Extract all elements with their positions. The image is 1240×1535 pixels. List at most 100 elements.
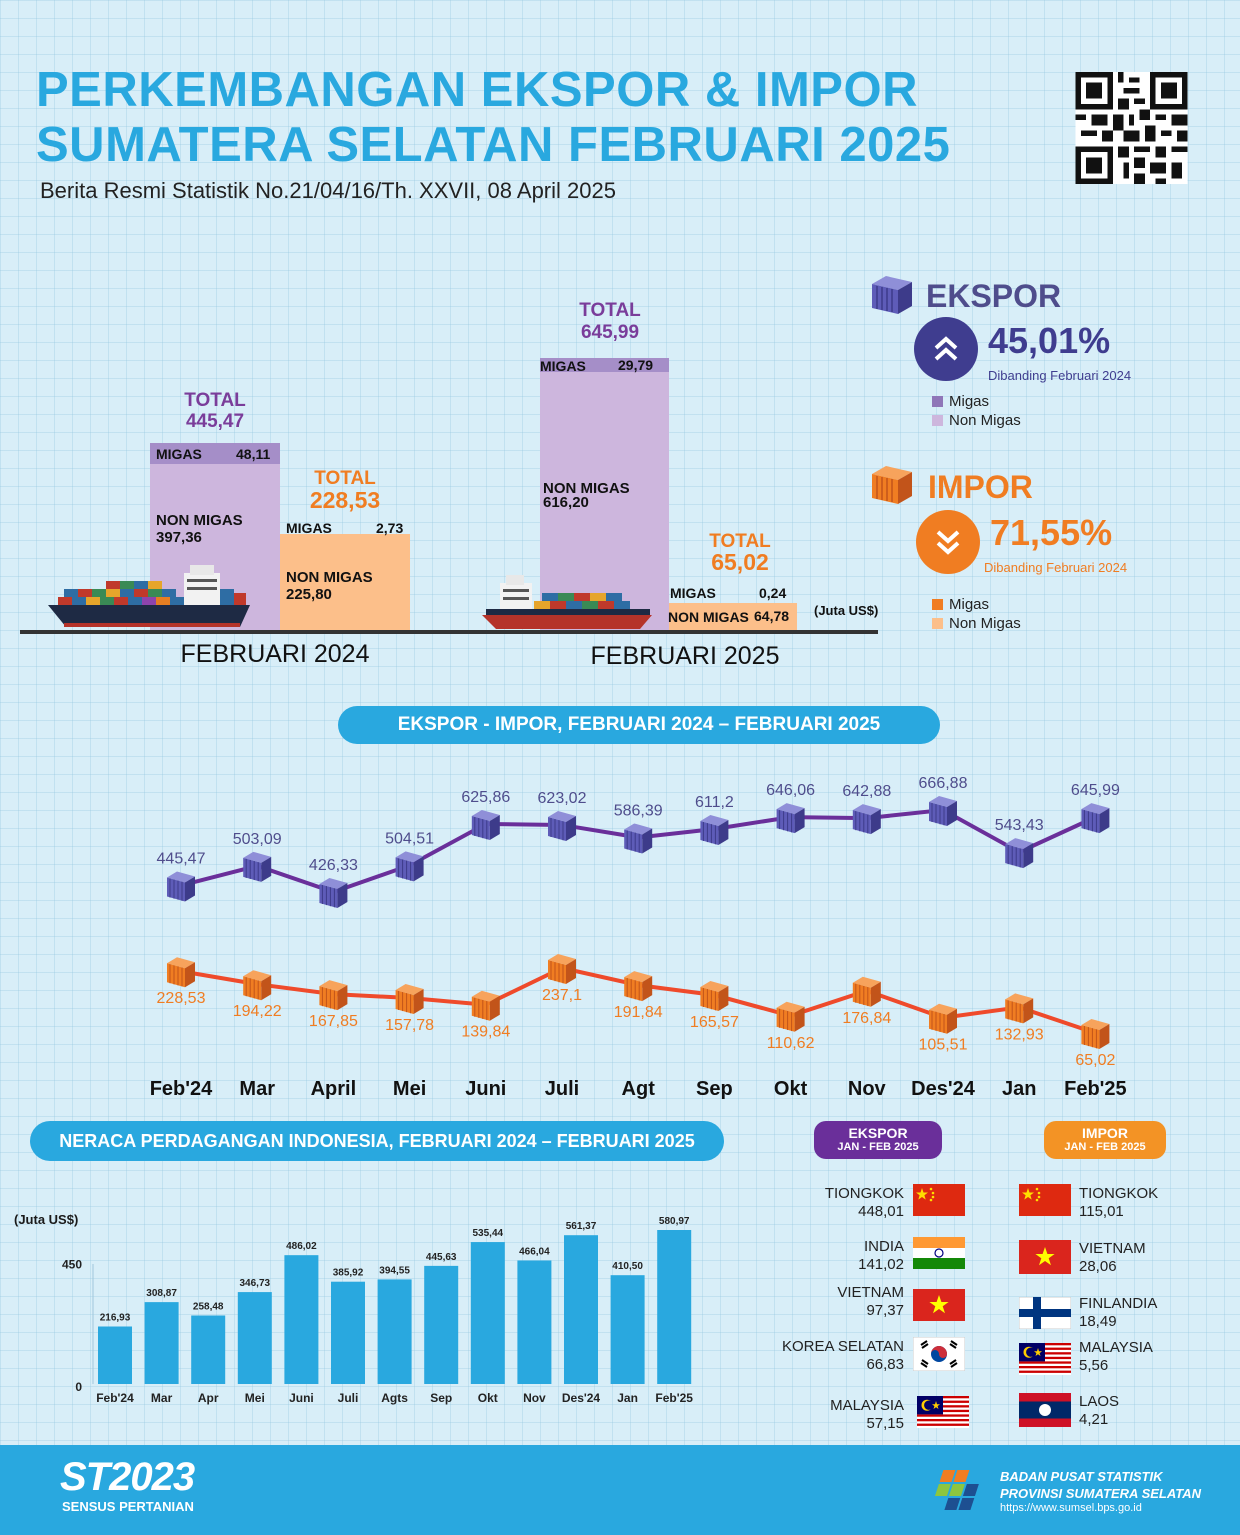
impor-2024-nonmigas-label: NON MIGAS — [286, 569, 373, 586]
trend-line-chart: 445,47 503,09 426,33 504,51 625,86 623,02 586,… — [150, 775, 1127, 1100]
arrow-up-icon — [914, 317, 978, 381]
impor-2024-migas-value: 2,73 — [376, 520, 404, 536]
legend-impor-migas: Migas — [932, 596, 989, 613]
neraca-data-label: 580,97 — [659, 1216, 690, 1227]
ekspor-2025-migas-bar — [540, 358, 669, 372]
ekspor-data-label: 625,86 — [461, 789, 510, 806]
impor-2025-nonmigas-label: NON MIGAS — [668, 609, 749, 625]
ekspor-change-value: 45,01% — [988, 320, 1111, 361]
x-tick-label: Mei — [393, 1078, 426, 1100]
ekspor-point — [1081, 803, 1110, 834]
impor-2025-migas-label: MIGAS — [670, 585, 716, 601]
impor-2024-migas-label: MIGAS — [286, 520, 332, 536]
neraca-data-label: 445,63 — [426, 1252, 457, 1263]
impor-2025-bar — [669, 603, 797, 630]
impor-data-label: 105,51 — [919, 1037, 968, 1054]
ekspor-2024-migas-value: 48,11 — [236, 446, 271, 462]
laos-flag-icon — [1019, 1393, 1071, 1427]
impor-point — [929, 1003, 957, 1034]
neraca-data-label: 346,73 — [240, 1278, 271, 1289]
impor-point — [471, 990, 500, 1021]
ekspor-2024-total-label: TOTAL — [184, 390, 246, 411]
impor-point — [776, 1001, 805, 1032]
impor-point — [167, 957, 195, 988]
ekspor-point — [624, 823, 653, 854]
impor-data-label: 65,02 — [1075, 1052, 1115, 1069]
ekspor-legend-title: EKSPOR — [926, 278, 1062, 314]
x-tick-label: Feb'24 — [96, 1391, 134, 1405]
finland-flag-icon — [1019, 1297, 1071, 1329]
bps-website-link[interactable]: https://www.sumsel.bps.go.id — [1000, 1502, 1142, 1514]
ekspor-point — [243, 851, 272, 882]
vietnam-flag-icon — [913, 1289, 965, 1321]
ekspor-data-label: 645,99 — [1071, 782, 1120, 799]
ekspor-2025-nonmigas-label: NON MIGAS — [543, 480, 630, 497]
impor-point — [700, 981, 729, 1012]
ekspor-partner-tag: EKSPOR JAN - FEB 2025 — [814, 1121, 942, 1159]
neraca-bar — [144, 1302, 179, 1384]
x-tick-label: Jan — [1002, 1078, 1036, 1100]
ekspor-point — [929, 796, 957, 826]
impor-point — [548, 954, 576, 984]
neraca-unit-label: (Juta US$) — [14, 1212, 79, 1227]
x-tick-label: Feb'25 — [655, 1391, 693, 1405]
x-tick-label: Sep — [696, 1078, 733, 1100]
bps-logo-icon — [934, 1470, 979, 1510]
x-tick-label: Nov — [523, 1391, 546, 1405]
bps-org-line2: PROVINSI SUMATERA SELATAN — [1000, 1486, 1202, 1501]
impor-point — [243, 970, 272, 1001]
x-tick-label: Juni — [289, 1391, 314, 1405]
neraca-bar — [98, 1326, 132, 1384]
ekspor-2024-total-value: 445,47 — [185, 411, 245, 432]
ekspor-point — [395, 851, 424, 882]
impor-2024-total-label: TOTAL — [314, 468, 376, 489]
ekspor-point — [1005, 838, 1034, 869]
impor-data-label: 165,57 — [690, 1014, 739, 1031]
impor-data-label: 157,78 — [385, 1017, 434, 1034]
impor-point — [1005, 993, 1034, 1024]
ekspor-change-note: Dibanding Februari 2024 — [988, 368, 1132, 383]
impor-2024-bar — [280, 534, 410, 630]
malaysia-flag-icon — [917, 1396, 969, 1428]
ekspor-data-label: 503,09 — [233, 831, 282, 848]
neraca-data-label: 466,04 — [519, 1246, 550, 1257]
neraca-chart-title: NERACA PERDAGANGAN INDONESIA, FEBRUARI 2… — [30, 1121, 724, 1161]
ground-line — [20, 630, 878, 634]
ekspor-2025-migas-label: MIGAS — [540, 358, 586, 374]
st2023-logo: ST2023 — [60, 1455, 195, 1499]
vietnam-flag-icon — [1019, 1240, 1071, 1274]
x-tick-label: Feb'25 — [1064, 1078, 1127, 1100]
period-label-2024: FEBRUARI 2024 — [180, 640, 370, 668]
ekspor-2025-migas-value: 29,79 — [618, 357, 654, 373]
qr-code-icon[interactable] — [1073, 72, 1190, 184]
ekspor-point — [167, 871, 195, 902]
ekspor-partner-item: INDIA 141,02 — [858, 1238, 904, 1273]
impor-partner-item: LAOS 4,21 — [1079, 1393, 1120, 1428]
impor-data-label: 228,53 — [157, 990, 206, 1007]
ekspor-2025-total-label: TOTAL — [579, 300, 641, 321]
period-label-2025: FEBRUARI 2025 — [590, 642, 780, 670]
st2023-logo-sub: SENSUS PERTANIAN — [62, 1499, 194, 1514]
neraca-data-label: 535,44 — [473, 1228, 504, 1239]
impor-change-value: 71,55% — [990, 512, 1113, 553]
impor-2024-nonmigas-value: 225,80 — [286, 586, 332, 603]
impor-legend-title: IMPOR — [928, 469, 1033, 505]
x-tick-label: Feb'24 — [150, 1078, 213, 1100]
page-subtitle: Berita Resmi Statistik No.21/04/16/Th. X… — [40, 178, 616, 203]
impor-partner-item: FINLANDIA 18,49 — [1079, 1295, 1158, 1330]
legend-ekspor-nonmigas: Non Migas — [932, 412, 1021, 429]
ekspor-data-label: 642,88 — [842, 783, 891, 800]
ekspor-point — [548, 810, 576, 841]
neraca-bar — [657, 1230, 692, 1384]
neraca-data-label: 385,92 — [333, 1268, 364, 1279]
ekspor-point — [852, 804, 881, 835]
page-title-line2: SUMATERA SELATAN FEBRUARI 2025 — [36, 118, 951, 172]
impor-2025-total-value: 65,02 — [711, 549, 769, 575]
neraca-bar — [377, 1279, 412, 1384]
neraca-bar — [331, 1281, 365, 1384]
container-icon — [872, 466, 912, 504]
impor-point — [395, 983, 424, 1014]
south-korea-flag-icon — [913, 1337, 965, 1371]
arrow-down-icon — [916, 510, 980, 574]
ekspor-partner-item: KOREA SELATAN 66,83 — [782, 1338, 904, 1373]
